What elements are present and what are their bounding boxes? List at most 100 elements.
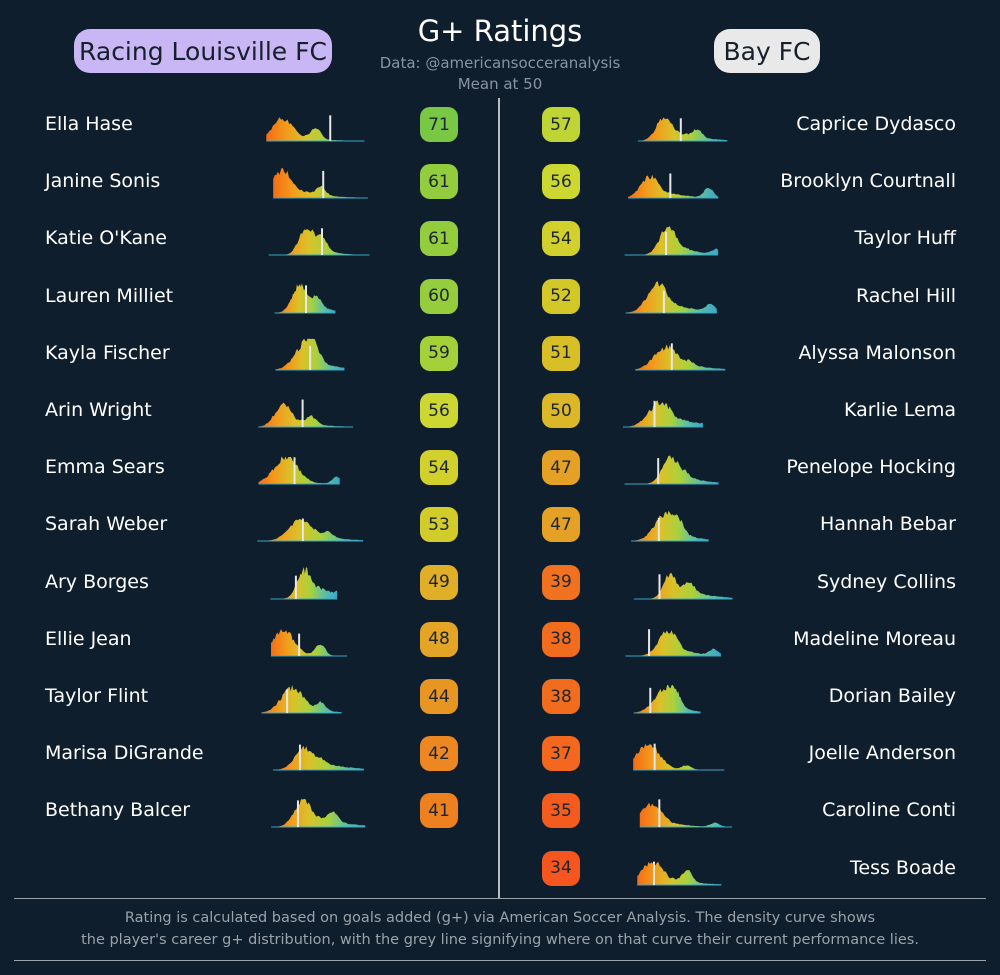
player-row: Joelle Anderson 37 — [500, 734, 1000, 774]
team-right-label: Bay FC — [714, 29, 820, 73]
density-curve — [268, 229, 370, 256]
density-curve — [271, 628, 347, 656]
rating-badge: 50 — [542, 393, 580, 428]
density-curve — [271, 799, 366, 828]
player-name: Caroline Conti — [822, 799, 956, 822]
player-density-plot — [268, 228, 370, 256]
player-density-plot — [271, 799, 366, 828]
rating-badge: 47 — [542, 507, 580, 543]
density-curve — [624, 226, 719, 256]
player-row: Ary Borges 49 — [0, 563, 498, 603]
player-row: Lauren Milliet 60 — [0, 277, 498, 317]
player-density-plot — [633, 743, 725, 771]
player-name: Kayla Fischer — [45, 341, 170, 364]
player-density-plot — [639, 799, 733, 828]
rating-badge: 56 — [542, 164, 580, 200]
density-curve — [258, 456, 340, 485]
player-row: Taylor Flint 44 — [0, 677, 498, 717]
rating-badge: 52 — [542, 278, 580, 314]
rating-badge: 56 — [420, 393, 458, 428]
player-name: Ella Hase — [45, 113, 133, 135]
rating-badge: 42 — [420, 736, 458, 772]
player-row: Janine Sonis 61 — [0, 162, 498, 202]
player-row: Karlie Lema 50 — [500, 391, 1000, 431]
player-density-plot — [625, 280, 717, 314]
player-row: Caroline Conti 35 — [500, 791, 1000, 831]
density-curve — [625, 280, 717, 313]
data-source: Data: @americansocceranalysis — [379, 54, 621, 72]
density-curve — [628, 174, 719, 199]
density-curve — [637, 861, 722, 885]
density-curve — [633, 684, 701, 713]
density-curve — [638, 117, 728, 141]
player-density-plot — [625, 629, 721, 657]
player-row: Katie O'Kane 61 — [0, 219, 498, 259]
player-row: Penelope Hocking 47 — [500, 448, 1000, 488]
footer-line-2: the player's career g+ distribution, wit… — [81, 932, 919, 948]
player-row: Taylor Huff 54 — [500, 219, 1000, 259]
rating-badge: 48 — [420, 621, 458, 657]
density-curve — [257, 519, 363, 542]
player-name: Alyssa Malonson — [798, 341, 956, 364]
player-density-plot — [258, 399, 354, 428]
player-name: Emma Sears — [45, 456, 165, 479]
player-row: Arin Wright 56 — [0, 391, 498, 431]
footer-divider-bottom — [14, 960, 986, 961]
rating-badge: 44 — [420, 679, 458, 714]
player-density-plot — [633, 572, 733, 600]
density-curve — [639, 802, 733, 828]
rating-badge: 54 — [542, 221, 580, 257]
rating-badge: 53 — [420, 507, 458, 543]
player-name: Karlie Lema — [844, 399, 956, 421]
player-name: Brooklyn Courtnall — [780, 170, 956, 193]
player-density-plot — [623, 400, 703, 428]
density-curve — [633, 744, 725, 771]
player-density-plot — [635, 343, 726, 371]
player-row: Ella Hase 71 — [0, 105, 498, 145]
player-row: Kayla Fischer 59 — [0, 334, 498, 374]
density-curve — [266, 117, 365, 141]
player-row: Hannah Bebar 47 — [500, 505, 1000, 545]
rating-badge: 61 — [420, 221, 458, 257]
rating-badge: 47 — [542, 450, 580, 486]
rating-badge: 49 — [420, 564, 458, 600]
player-name: Lauren Milliet — [45, 284, 174, 307]
rating-badge: 38 — [542, 621, 580, 657]
player-row: Emma Sears 54 — [0, 448, 498, 488]
rating-badge: 41 — [420, 793, 458, 829]
player-density-plot — [275, 338, 345, 371]
player-density-plot — [274, 282, 336, 314]
density-curve — [631, 511, 709, 542]
player-density-plot — [270, 628, 348, 657]
player-row: Marisa DiGrande 42 — [0, 734, 498, 774]
player-row: Sarah Weber 53 — [0, 505, 498, 545]
player-row: Alyssa Malonson 51 — [500, 334, 1000, 374]
player-name: Marisa DiGrande — [45, 742, 204, 765]
player-density-plot — [273, 744, 364, 771]
player-density-plot — [257, 518, 364, 542]
player-name: Ellie Jean — [45, 627, 132, 650]
player-row: Ellie Jean 48 — [0, 620, 498, 660]
density-curve — [258, 402, 354, 427]
density-curve — [261, 684, 342, 713]
player-row: Rachel Hill 52 — [500, 277, 1000, 317]
rating-badge: 51 — [542, 335, 580, 371]
player-name: Hannah Bebar — [820, 513, 956, 536]
player-name: Ary Borges — [45, 570, 149, 593]
chart-title: G+ Ratings — [417, 14, 583, 48]
density-curve — [625, 629, 721, 656]
player-name: Penelope Hocking — [786, 456, 956, 479]
footer-line-1: Rating is calculated based on goals adde… — [124, 910, 876, 926]
mean-note: Mean at 50 — [457, 75, 543, 93]
density-curve — [273, 167, 368, 199]
player-name: Bethany Balcer — [45, 799, 191, 822]
footer-divider-top — [14, 898, 986, 899]
rating-badge: 38 — [542, 679, 580, 714]
player-row: Dorian Bailey 38 — [500, 677, 1000, 717]
rating-badge: 71 — [420, 107, 458, 142]
player-row: Madeline Moreau 38 — [500, 620, 1000, 660]
player-name: Sarah Weber — [45, 513, 168, 536]
density-curve — [270, 566, 338, 599]
player-name: Tess Boade — [850, 856, 956, 879]
rating-badge: 57 — [542, 107, 580, 142]
